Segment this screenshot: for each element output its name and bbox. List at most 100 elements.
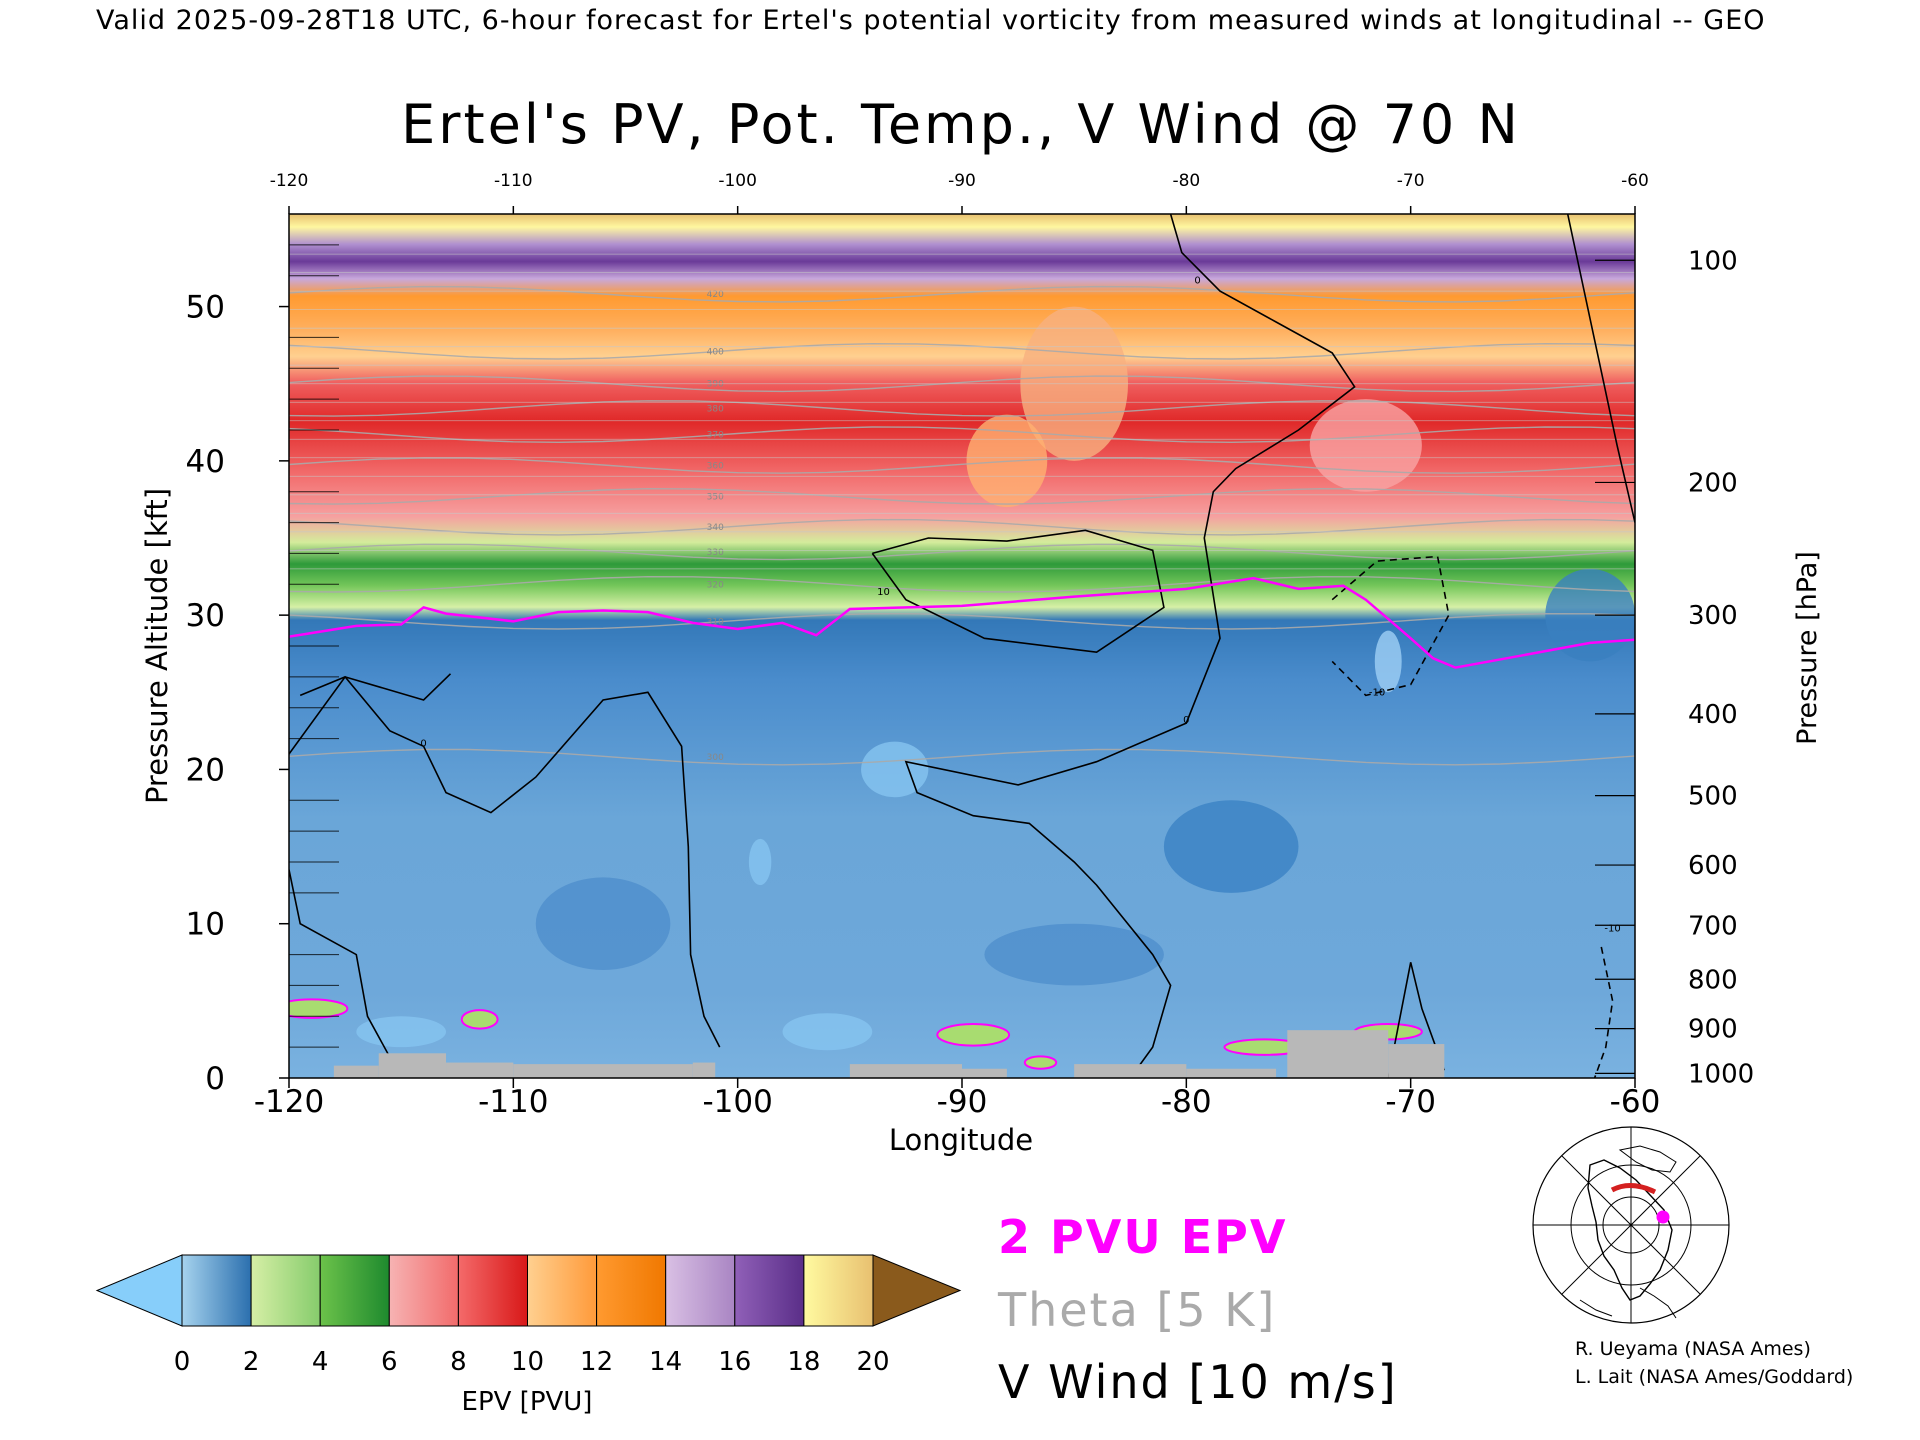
colorbar-tick-label: 8: [450, 1347, 467, 1377]
colorbar-segment: [596, 1254, 667, 1327]
y-axis-label: Pressure Altitude [kft]: [140, 488, 174, 804]
vwind-contour-label: -10: [1604, 923, 1620, 934]
colorbar-segment: [734, 1254, 805, 1327]
x-tick-label: -80: [1161, 1084, 1212, 1120]
colorbar-tick-label: 20: [856, 1347, 889, 1377]
credit-line-1: R. Ueyama (NASA Ames): [1575, 1338, 1811, 1360]
colorbar-under-arrow: [95, 1254, 183, 1327]
x-tick-label: -60: [1610, 1084, 1661, 1120]
pressure-tick-label: 500: [1688, 782, 1738, 812]
x-tick-label: -100: [702, 1084, 772, 1120]
field-patch: [1545, 568, 1635, 662]
x-axis-label: Longitude: [889, 1123, 1033, 1157]
theta-contour-label: 320: [707, 580, 724, 590]
theta-contour-label: 330: [707, 548, 724, 558]
colorbar-tick-label: 14: [649, 1347, 682, 1377]
vwind-contour: [299, 675, 721, 1048]
plot-area: 420 400 390 380 370 360 350 340 330 320 310 300 0 0 1…: [288, 213, 1636, 1079]
colorbar-tick-label: 18: [787, 1347, 820, 1377]
terrain-block: [1388, 1044, 1445, 1078]
colorbar-segment: [250, 1254, 321, 1327]
colorbar-tick-label: 0: [174, 1347, 191, 1377]
vwind-contour-negative: [1331, 555, 1450, 697]
colorbar-segment: [665, 1254, 736, 1327]
y-tick-label: 20: [186, 752, 225, 788]
field-patch: [748, 838, 772, 886]
vwind-contour: [871, 529, 1165, 654]
field-patch: [356, 1016, 447, 1048]
vwind-contour-label: -10: [1369, 687, 1385, 698]
colorbar-segment: [803, 1254, 874, 1327]
pressure-tick-label: 1000: [1688, 1059, 1754, 1089]
vwind-contour-label: 10: [877, 587, 890, 598]
theta-contour: [289, 543, 1635, 561]
vwind-contour: [289, 673, 452, 755]
vwind-contour: [904, 214, 1356, 1078]
x-top-tick-label: -120: [270, 171, 309, 191]
theta-contour: [289, 748, 1635, 766]
theta-contour: [289, 575, 1635, 593]
colorbar-tick-label: 2: [243, 1347, 260, 1377]
y-axis-right-label: Pressure [hPa]: [1792, 551, 1823, 745]
pressure-tick-label: 300: [1688, 601, 1738, 631]
x-top-tick-label: -110: [494, 171, 533, 191]
terrain-block: [1287, 1030, 1389, 1078]
theta-contour-label: 360: [707, 461, 724, 471]
colorbar-over-arrow: [872, 1254, 962, 1327]
pressure-tick-label: 700: [1688, 911, 1738, 941]
terrain-block: [692, 1062, 716, 1078]
pressure-tick-label: 600: [1688, 851, 1738, 881]
field-patch: [535, 877, 671, 970]
vwind-contour-label: 0: [1194, 275, 1200, 286]
pv-field-background: [289, 214, 1635, 1078]
vwind-contour-label: 0: [420, 738, 426, 749]
theta-contour-label: 380: [707, 404, 724, 414]
pv-surface-patch: [289, 998, 349, 1019]
x-tick-label: -70: [1385, 1084, 1436, 1120]
colorbar-tick-label: 16: [718, 1347, 751, 1377]
field-patch: [861, 741, 929, 798]
theta-contour: [289, 487, 1635, 505]
vwind-contour: [1566, 214, 1635, 523]
pv-2pvu-contour: [289, 576, 1635, 669]
legend-theta: Theta [5 K]: [997, 1283, 1276, 1337]
vwind-contour: [289, 869, 402, 1078]
x-top-tick-label: -70: [1397, 171, 1425, 191]
colorbar-segment: [319, 1254, 390, 1327]
colorbar-segment: [527, 1254, 598, 1327]
locator-map: [1532, 1126, 1730, 1324]
y-tick-label: 40: [186, 444, 225, 480]
theta-contour-label: 370: [707, 431, 724, 441]
pressure-tick-label: 200: [1688, 468, 1738, 498]
credit-line-2: L. Lait (NASA Ames/Goddard): [1575, 1366, 1853, 1388]
theta-contour: [289, 285, 1635, 303]
terrain-block: [513, 1064, 693, 1078]
colorbar-tick-label: 12: [580, 1347, 613, 1377]
theta-contour: [289, 375, 1635, 393]
x-top-tick-label: -80: [1172, 171, 1200, 191]
theta-contour-label: 310: [707, 617, 724, 627]
field-patch: [1374, 630, 1402, 693]
terrain-block: [333, 1065, 379, 1078]
x-top-tick-label: -90: [948, 171, 976, 191]
pressure-tick-label: 400: [1688, 700, 1738, 730]
legend: 2 PVU EPV Theta [5 K] V Wind [10 m/s]: [997, 1210, 1398, 1409]
theta-contour-label: 390: [707, 380, 724, 390]
theta-contour: [289, 426, 1635, 444]
colorbar-label: EPV [PVU]: [462, 1387, 593, 1417]
colorbar-tick-label: 4: [312, 1347, 329, 1377]
epv-colorbar: 0 2 4 6 8 10 12 14 16 18 20 EPV [PVU]: [95, 1254, 962, 1417]
colorbar-tick-label: 6: [381, 1347, 398, 1377]
terrain-block: [378, 1053, 447, 1078]
field-patch: [984, 923, 1164, 986]
theta-contour-label: 420: [707, 290, 724, 300]
legend-vwind: V Wind [10 m/s]: [998, 1355, 1398, 1409]
pressure-tick-label: 100: [1688, 246, 1738, 276]
vwind-contour-label: 0: [1183, 715, 1189, 726]
x-tick-label: -120: [254, 1084, 324, 1120]
chart-title: Ertel's PV, Pot. Temp., V Wind @ 70 N: [401, 93, 1521, 156]
legend-pv: 2 PVU EPV: [998, 1210, 1287, 1264]
terrain-block: [1186, 1068, 1277, 1078]
colorbar-segment: [388, 1254, 459, 1327]
